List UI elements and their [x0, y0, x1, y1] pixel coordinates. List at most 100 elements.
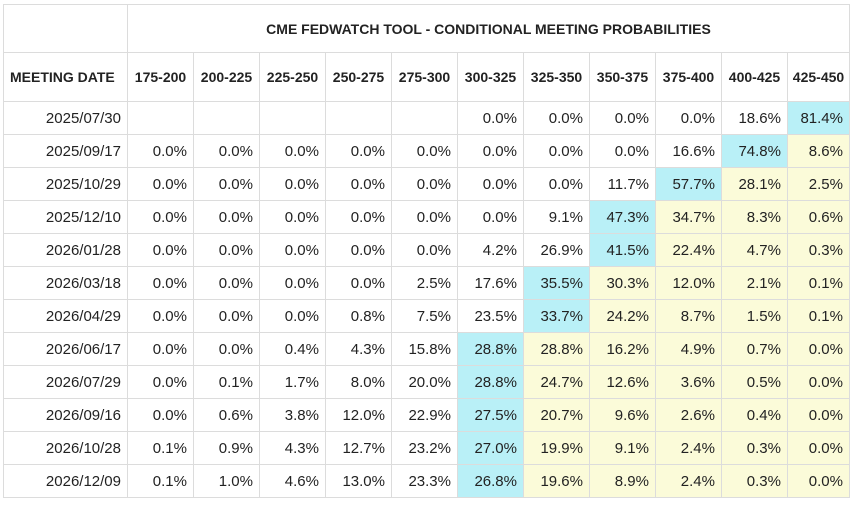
probability-cell: 1.7%	[259, 365, 326, 399]
meeting-date-cell: 2026/10/28	[3, 431, 128, 465]
table-row: 2025/12/10 0.0% 0.0% 0.0% 0.0% 0.0% 0.0% 9.1% 47…	[3, 200, 850, 234]
probability-cell: 2.5%	[391, 266, 458, 300]
probability-cell: 20.0%	[391, 365, 458, 399]
probability-cell: 1.0%	[193, 464, 260, 498]
probability-cell: 74.8%	[721, 134, 788, 168]
probability-cell: 27.0%	[457, 431, 524, 465]
table-row: 2025/10/29 0.0% 0.0% 0.0% 0.0% 0.0% 0.0% 0.0% 11…	[3, 167, 850, 201]
rate-range-header: 400-425	[721, 52, 788, 102]
table-row: 2026/06/17 0.0% 0.0% 0.4% 4.3% 15.8% 28.8% 28.8…	[3, 332, 850, 366]
meeting-date-cell: 2025/10/29	[3, 167, 128, 201]
probability-cell: 0.0%	[325, 200, 392, 234]
corner-cell	[3, 4, 128, 53]
probability-cell: 0.0%	[193, 233, 260, 267]
probability-cell: 22.9%	[391, 398, 458, 432]
rate-range-header: 225-250	[259, 52, 326, 102]
probabilities-table: CME FEDWATCH TOOL - CONDITIONAL MEETING …	[3, 4, 850, 498]
probability-cell: 4.2%	[457, 233, 524, 267]
meeting-date-cell: 2026/06/17	[3, 332, 128, 366]
probability-cell: 0.3%	[721, 431, 788, 465]
table-row: 2026/01/28 0.0% 0.0% 0.0% 0.0% 0.0% 4.2% 26.9% 4…	[3, 233, 850, 267]
probability-cell	[259, 101, 326, 135]
table-row: 2026/04/29 0.0% 0.0% 0.0% 0.8% 7.5% 23.5% 33.7%…	[3, 299, 850, 333]
table-row: 2026/12/09 0.1% 1.0% 4.6% 13.0% 23.3% 26.8% 19.…	[3, 464, 850, 498]
probability-cell: 0.0%	[457, 200, 524, 234]
meeting-date-header: MEETING DATE	[3, 52, 128, 102]
probability-cell: 0.0%	[655, 101, 722, 135]
probability-cell: 23.5%	[457, 299, 524, 333]
probability-cell: 0.1%	[193, 365, 260, 399]
probability-cell: 4.3%	[259, 431, 326, 465]
probability-cell: 2.1%	[721, 266, 788, 300]
table-body: 2025/07/30 0.0% 0.0% 0.0% 0.0% 18.6% 81.4% 2025…	[3, 101, 850, 498]
probability-cell: 0.0%	[127, 233, 194, 267]
probability-cell: 0.0%	[589, 134, 656, 168]
probability-cell: 28.8%	[457, 365, 524, 399]
meeting-date-cell: 2026/03/18	[3, 266, 128, 300]
table-row: 2026/07/29 0.0% 0.1% 1.7% 8.0% 20.0% 28.8% 24.7…	[3, 365, 850, 399]
probability-cell: 9.1%	[589, 431, 656, 465]
probability-cell: 0.0%	[325, 134, 392, 168]
probability-cell: 0.0%	[193, 299, 260, 333]
probability-cell: 0.0%	[391, 200, 458, 234]
probability-cell: 0.0%	[391, 167, 458, 201]
meeting-date-cell: 2026/09/16	[3, 398, 128, 432]
probability-cell: 0.1%	[787, 266, 850, 300]
probability-cell: 0.0%	[259, 233, 326, 267]
probability-cell: 0.7%	[721, 332, 788, 366]
rate-range-header: 175-200	[127, 52, 194, 102]
probability-cell: 0.0%	[127, 332, 194, 366]
probability-cell: 0.0%	[391, 134, 458, 168]
probability-cell: 28.8%	[523, 332, 590, 366]
meeting-date-cell: 2026/07/29	[3, 365, 128, 399]
probability-cell	[193, 101, 260, 135]
probability-cell: 18.6%	[721, 101, 788, 135]
probability-cell: 0.0%	[127, 167, 194, 201]
probability-cell: 0.0%	[259, 134, 326, 168]
probability-cell: 17.6%	[457, 266, 524, 300]
probability-cell: 0.0%	[193, 134, 260, 168]
probability-cell: 2.6%	[655, 398, 722, 432]
probability-cell: 0.1%	[787, 299, 850, 333]
probability-cell: 0.3%	[787, 233, 850, 267]
table-title: CME FEDWATCH TOOL - CONDITIONAL MEETING …	[127, 4, 850, 53]
probability-cell: 0.0%	[259, 266, 326, 300]
probability-cell: 0.0%	[127, 200, 194, 234]
probability-cell: 41.5%	[589, 233, 656, 267]
probability-cell: 12.0%	[325, 398, 392, 432]
meeting-date-cell: 2026/04/29	[3, 299, 128, 333]
rate-range-header: 250-275	[325, 52, 392, 102]
probability-cell: 9.1%	[523, 200, 590, 234]
probability-cell: 28.1%	[721, 167, 788, 201]
meeting-date-cell: 2025/07/30	[3, 101, 128, 135]
probability-cell: 0.0%	[457, 167, 524, 201]
probability-cell: 8.7%	[655, 299, 722, 333]
probability-cell: 0.0%	[787, 365, 850, 399]
probability-cell: 0.6%	[193, 398, 260, 432]
probability-cell: 3.8%	[259, 398, 326, 432]
probability-cell: 0.8%	[325, 299, 392, 333]
probability-cell: 20.7%	[523, 398, 590, 432]
probability-cell: 33.7%	[523, 299, 590, 333]
probability-cell: 0.4%	[259, 332, 326, 366]
rate-range-header: 325-350	[523, 52, 590, 102]
probability-cell: 0.0%	[193, 332, 260, 366]
probability-cell: 0.6%	[787, 200, 850, 234]
probability-cell: 0.0%	[127, 134, 194, 168]
probability-cell: 57.7%	[655, 167, 722, 201]
probability-cell: 22.4%	[655, 233, 722, 267]
probability-cell: 27.5%	[457, 398, 524, 432]
probability-cell: 0.0%	[127, 365, 194, 399]
rate-range-header: 375-400	[655, 52, 722, 102]
rate-range-header: 275-300	[391, 52, 458, 102]
probability-cell: 0.5%	[721, 365, 788, 399]
probability-cell: 12.6%	[589, 365, 656, 399]
meeting-date-cell: 2025/12/10	[3, 200, 128, 234]
probability-cell: 0.9%	[193, 431, 260, 465]
probability-cell: 16.6%	[655, 134, 722, 168]
probability-cell: 8.3%	[721, 200, 788, 234]
probability-cell: 23.2%	[391, 431, 458, 465]
probability-cell: 0.0%	[127, 266, 194, 300]
probability-cell: 0.0%	[523, 101, 590, 135]
probability-cell: 35.5%	[523, 266, 590, 300]
